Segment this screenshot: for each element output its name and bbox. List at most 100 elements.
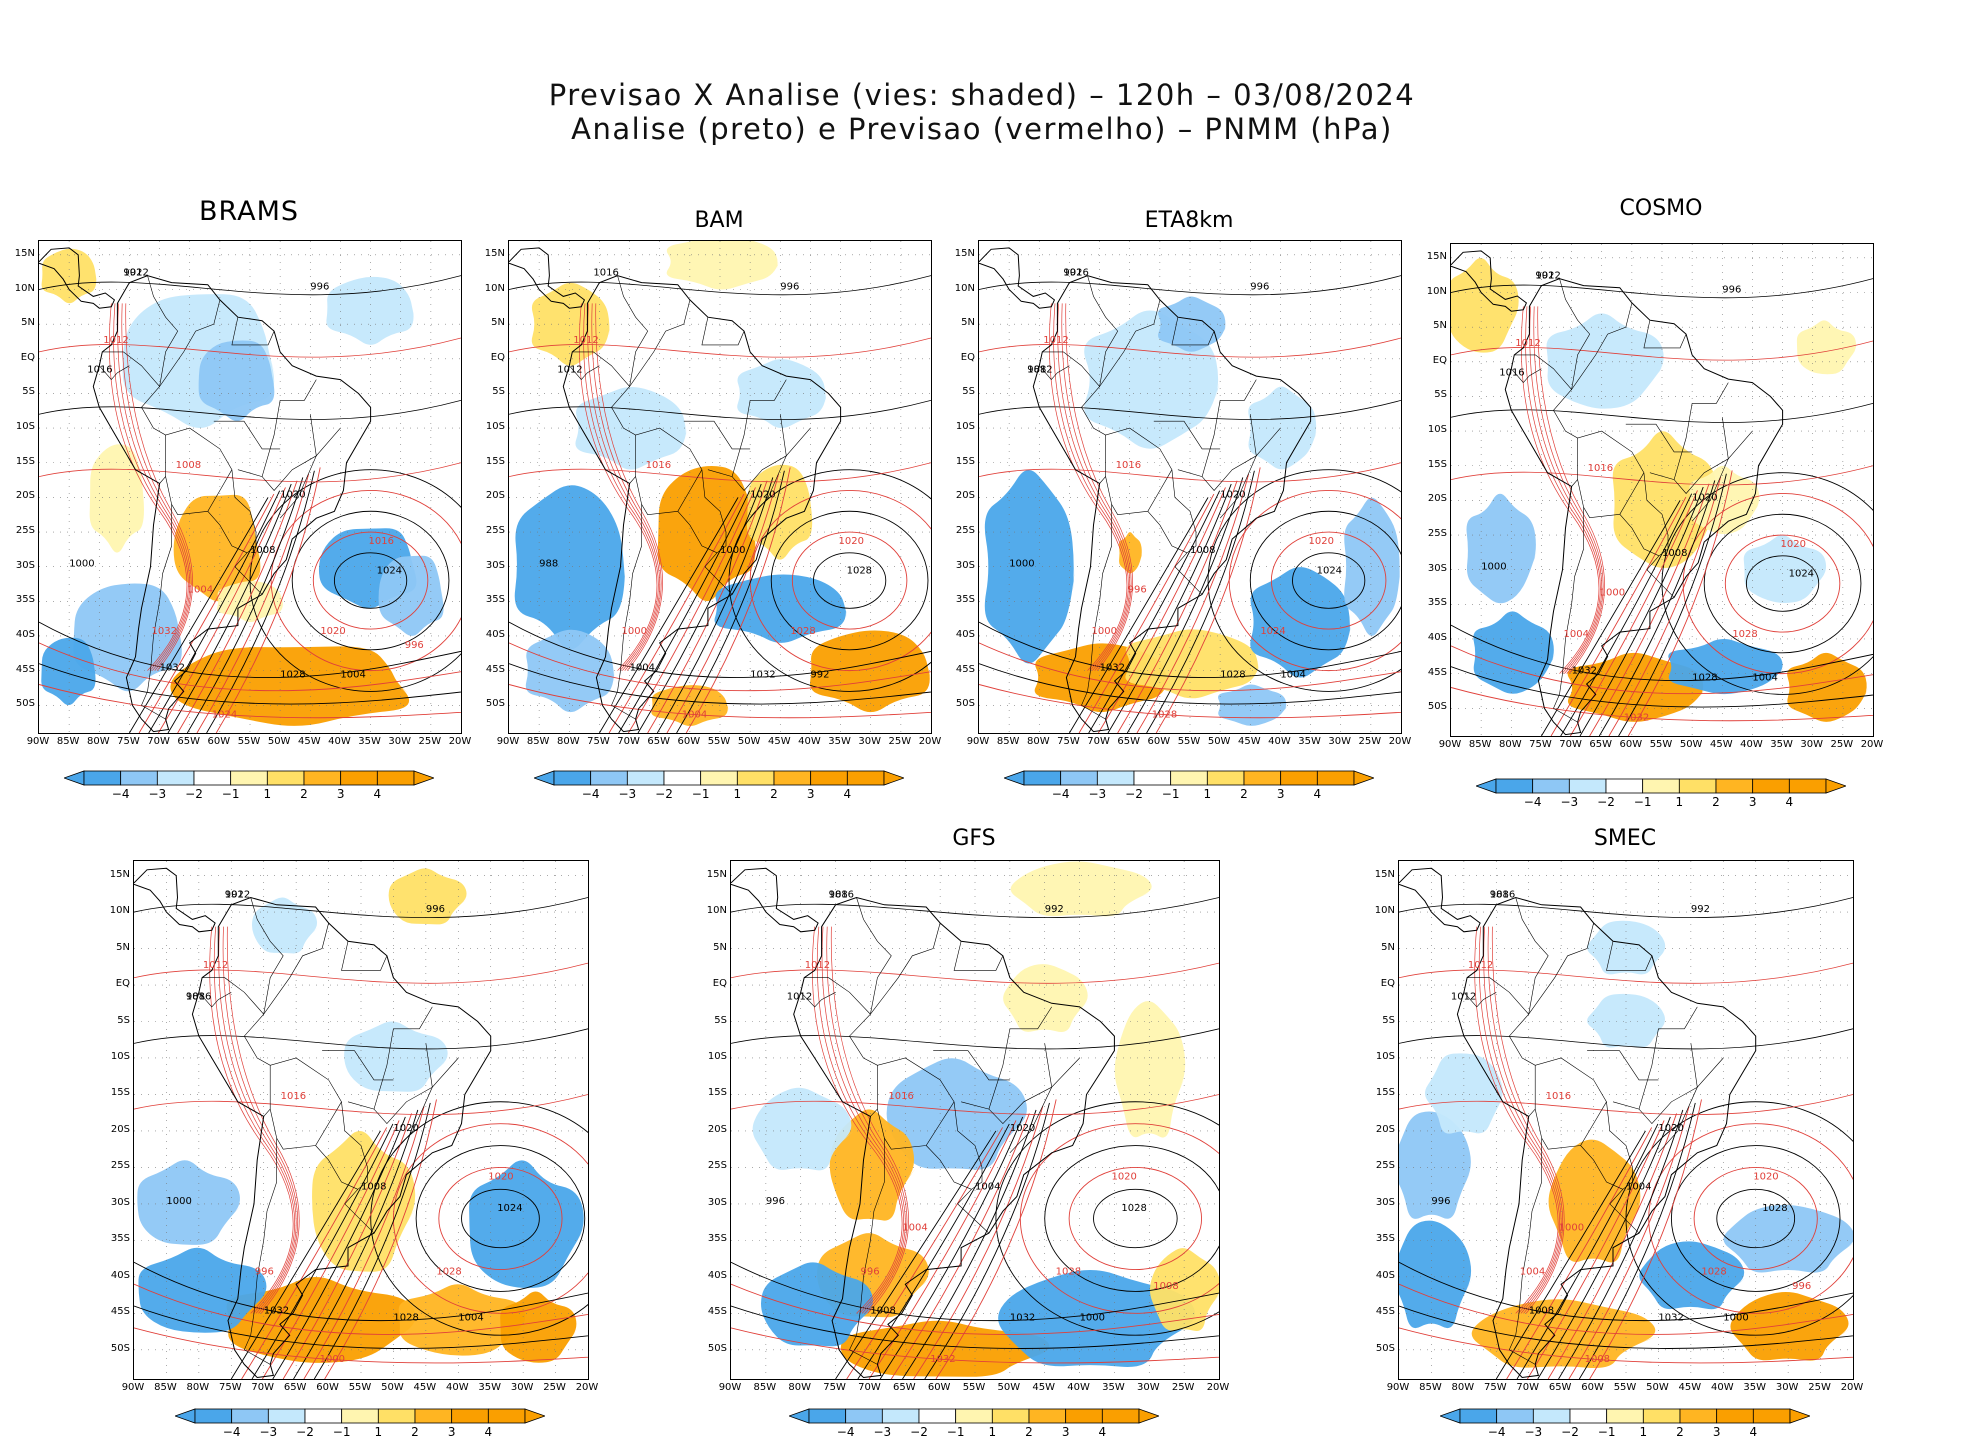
forecast-isobar (1399, 1283, 1853, 1335)
lat-tick-label: 15N (109, 868, 130, 880)
lon-tick-label: 90W (1386, 1382, 1410, 1393)
country-border (1514, 278, 1591, 391)
colorbar-arrow-right (413, 770, 436, 786)
south-america-coast (793, 896, 1115, 1379)
analysis-isobar (134, 1028, 588, 1050)
forecast-isobar (324, 1099, 437, 1379)
country-border (611, 299, 733, 595)
colorbar-arrow-right (1789, 1408, 1812, 1424)
analysis-isobar-label: 1032 (1658, 1313, 1683, 1324)
lat-tick-label: 45S (1427, 666, 1447, 678)
analysis-isobar (39, 663, 461, 705)
bias-colorbar: −4 −3 −2 −1 1 2 3 4 (1002, 770, 1376, 804)
colorbar-swatches (173, 1408, 547, 1424)
analysis-isobar (879, 1116, 1024, 1379)
map-canvas-wrf: 1012 1016 1020 1024 1028 1032 1008 1004 1000 996 9… (134, 861, 588, 1379)
lon-tick-label: 45W (1678, 1382, 1702, 1393)
colorbar-swatch (1679, 1408, 1718, 1424)
analysis-isobar (461, 1188, 540, 1249)
bias-colorbar: −4 −3 −2 −1 1 2 3 4 (1474, 778, 1848, 812)
colorbar-swatch (120, 770, 158, 786)
lat-tick-label: 35S (1427, 597, 1447, 609)
map-canvas-gfs: 1016 1012 1020 1028 1032 1008 1004 1000 996 992 98… (731, 861, 1219, 1379)
colorbar-label: 4 (843, 787, 852, 801)
analysis-isobar-label: 1032 (1572, 666, 1597, 677)
analysis-isobar-label: 992 (123, 268, 142, 279)
lat-tick-label: 40S (110, 1269, 130, 1281)
forecast-isobar-label: 1032 (152, 626, 177, 637)
map-cosmo: 1012 1016 1020 1024 1028 1032 1008 1004 1000 996 9… (1450, 243, 1874, 737)
colorbar-swatch (1028, 1408, 1067, 1424)
analysis-isobar (1558, 1109, 1684, 1379)
analysis-isobar-label: 988 (1490, 889, 1509, 900)
lat-tick-label: 10S (15, 421, 35, 433)
country-border (1612, 1043, 1698, 1125)
analysis-isobar (1207, 469, 1401, 692)
country-border (749, 427, 811, 519)
bias-area (514, 485, 625, 650)
lat-tick-label: 5N (1381, 941, 1395, 953)
lat-tick-label: 15N (1426, 250, 1447, 262)
bias-colorbar: −4 −3 −2 −1 1 2 3 4 (1438, 1408, 1812, 1442)
colorbar-arrow-left (1002, 770, 1025, 786)
lat-tick-label: 5N (21, 317, 35, 329)
analysis-isobar-label: 1032 (1010, 1313, 1035, 1324)
colorbar-swatch (377, 1408, 416, 1424)
analysis-isobar-label: 1000 (720, 545, 745, 556)
analysis-isobar-label: 996 (426, 904, 445, 915)
forecast-isobar (213, 926, 296, 1314)
lat-tick-label: EQ (20, 351, 35, 363)
central-america-coast (39, 247, 116, 309)
lat-tick-label: 20S (1427, 493, 1447, 505)
lat-tick-label: 15S (1375, 1087, 1395, 1099)
bias-area (666, 241, 779, 290)
lat-tick-label: 50S (955, 698, 975, 710)
lat-tick-label: 20S (15, 490, 35, 502)
lon-tick-label: 70W (858, 1382, 881, 1393)
analysis-isobar (656, 477, 774, 733)
colorbar-label: 2 (1712, 795, 1720, 809)
lon-tick-label: 25W (1358, 736, 1382, 747)
lat-tick-label: 10N (1426, 285, 1447, 297)
country-border (849, 922, 990, 1234)
central-america-coast (1451, 250, 1528, 312)
forecast-isobar (579, 303, 658, 671)
forecast-isobar (731, 1283, 1219, 1335)
forecast-isobar-label: 1004 (188, 585, 213, 596)
colorbar-swatch (194, 1408, 233, 1424)
bias-area (1424, 1053, 1505, 1134)
lon-tick-label: 60W (316, 1382, 339, 1393)
colorbar-swatch (881, 1408, 920, 1424)
lat-tick-label: 30S (1427, 562, 1447, 574)
country-border (1571, 479, 1578, 487)
lon-tick-label: 55W (237, 736, 261, 747)
forecast-isobar-label: 1004 (1520, 1266, 1545, 1277)
analysis-isobar-label: 1016 (87, 365, 112, 376)
colorbar-swatch (1060, 770, 1098, 786)
lon-tick-label: 60W (927, 1382, 951, 1393)
forecast-isobar (1399, 962, 1853, 984)
lat-tick-label: 35S (707, 1233, 727, 1245)
country-border (569, 365, 600, 381)
forecast-isobar (109, 303, 188, 671)
analysis-isobar (1579, 486, 1704, 736)
analysis-isobar-label: 996 (780, 282, 799, 293)
bias-area (469, 1160, 587, 1289)
lon-tick-label: 55W (1613, 1382, 1637, 1393)
colorbar-label: 2 (411, 1425, 419, 1439)
colorbar-label: −2 (1561, 1425, 1579, 1439)
bias-area (1344, 497, 1401, 636)
analysis-isobar (1670, 1145, 1841, 1292)
analysis-isobar (1451, 278, 1873, 299)
isobar-labels: 1016 1012 1020 1024 1028 1032 1008 1004 1000 996 9… (1009, 268, 1342, 721)
analysis-isobar (1126, 477, 1244, 733)
analysis-isobar-label: 1016 (593, 268, 618, 279)
analysis-isobar-label: 1000 (166, 1196, 191, 1207)
forecast-isobar-label: 1016 (369, 536, 394, 547)
forecast-isobar-label: 1004 (682, 709, 707, 720)
bias-area (1125, 629, 1259, 699)
lat-tick-label: EQ (1380, 978, 1395, 990)
forecast-isobar-label: 996 (405, 640, 424, 651)
lat-tick-label: EQ (490, 351, 505, 363)
panel-title-gfs: GFS (952, 826, 996, 851)
